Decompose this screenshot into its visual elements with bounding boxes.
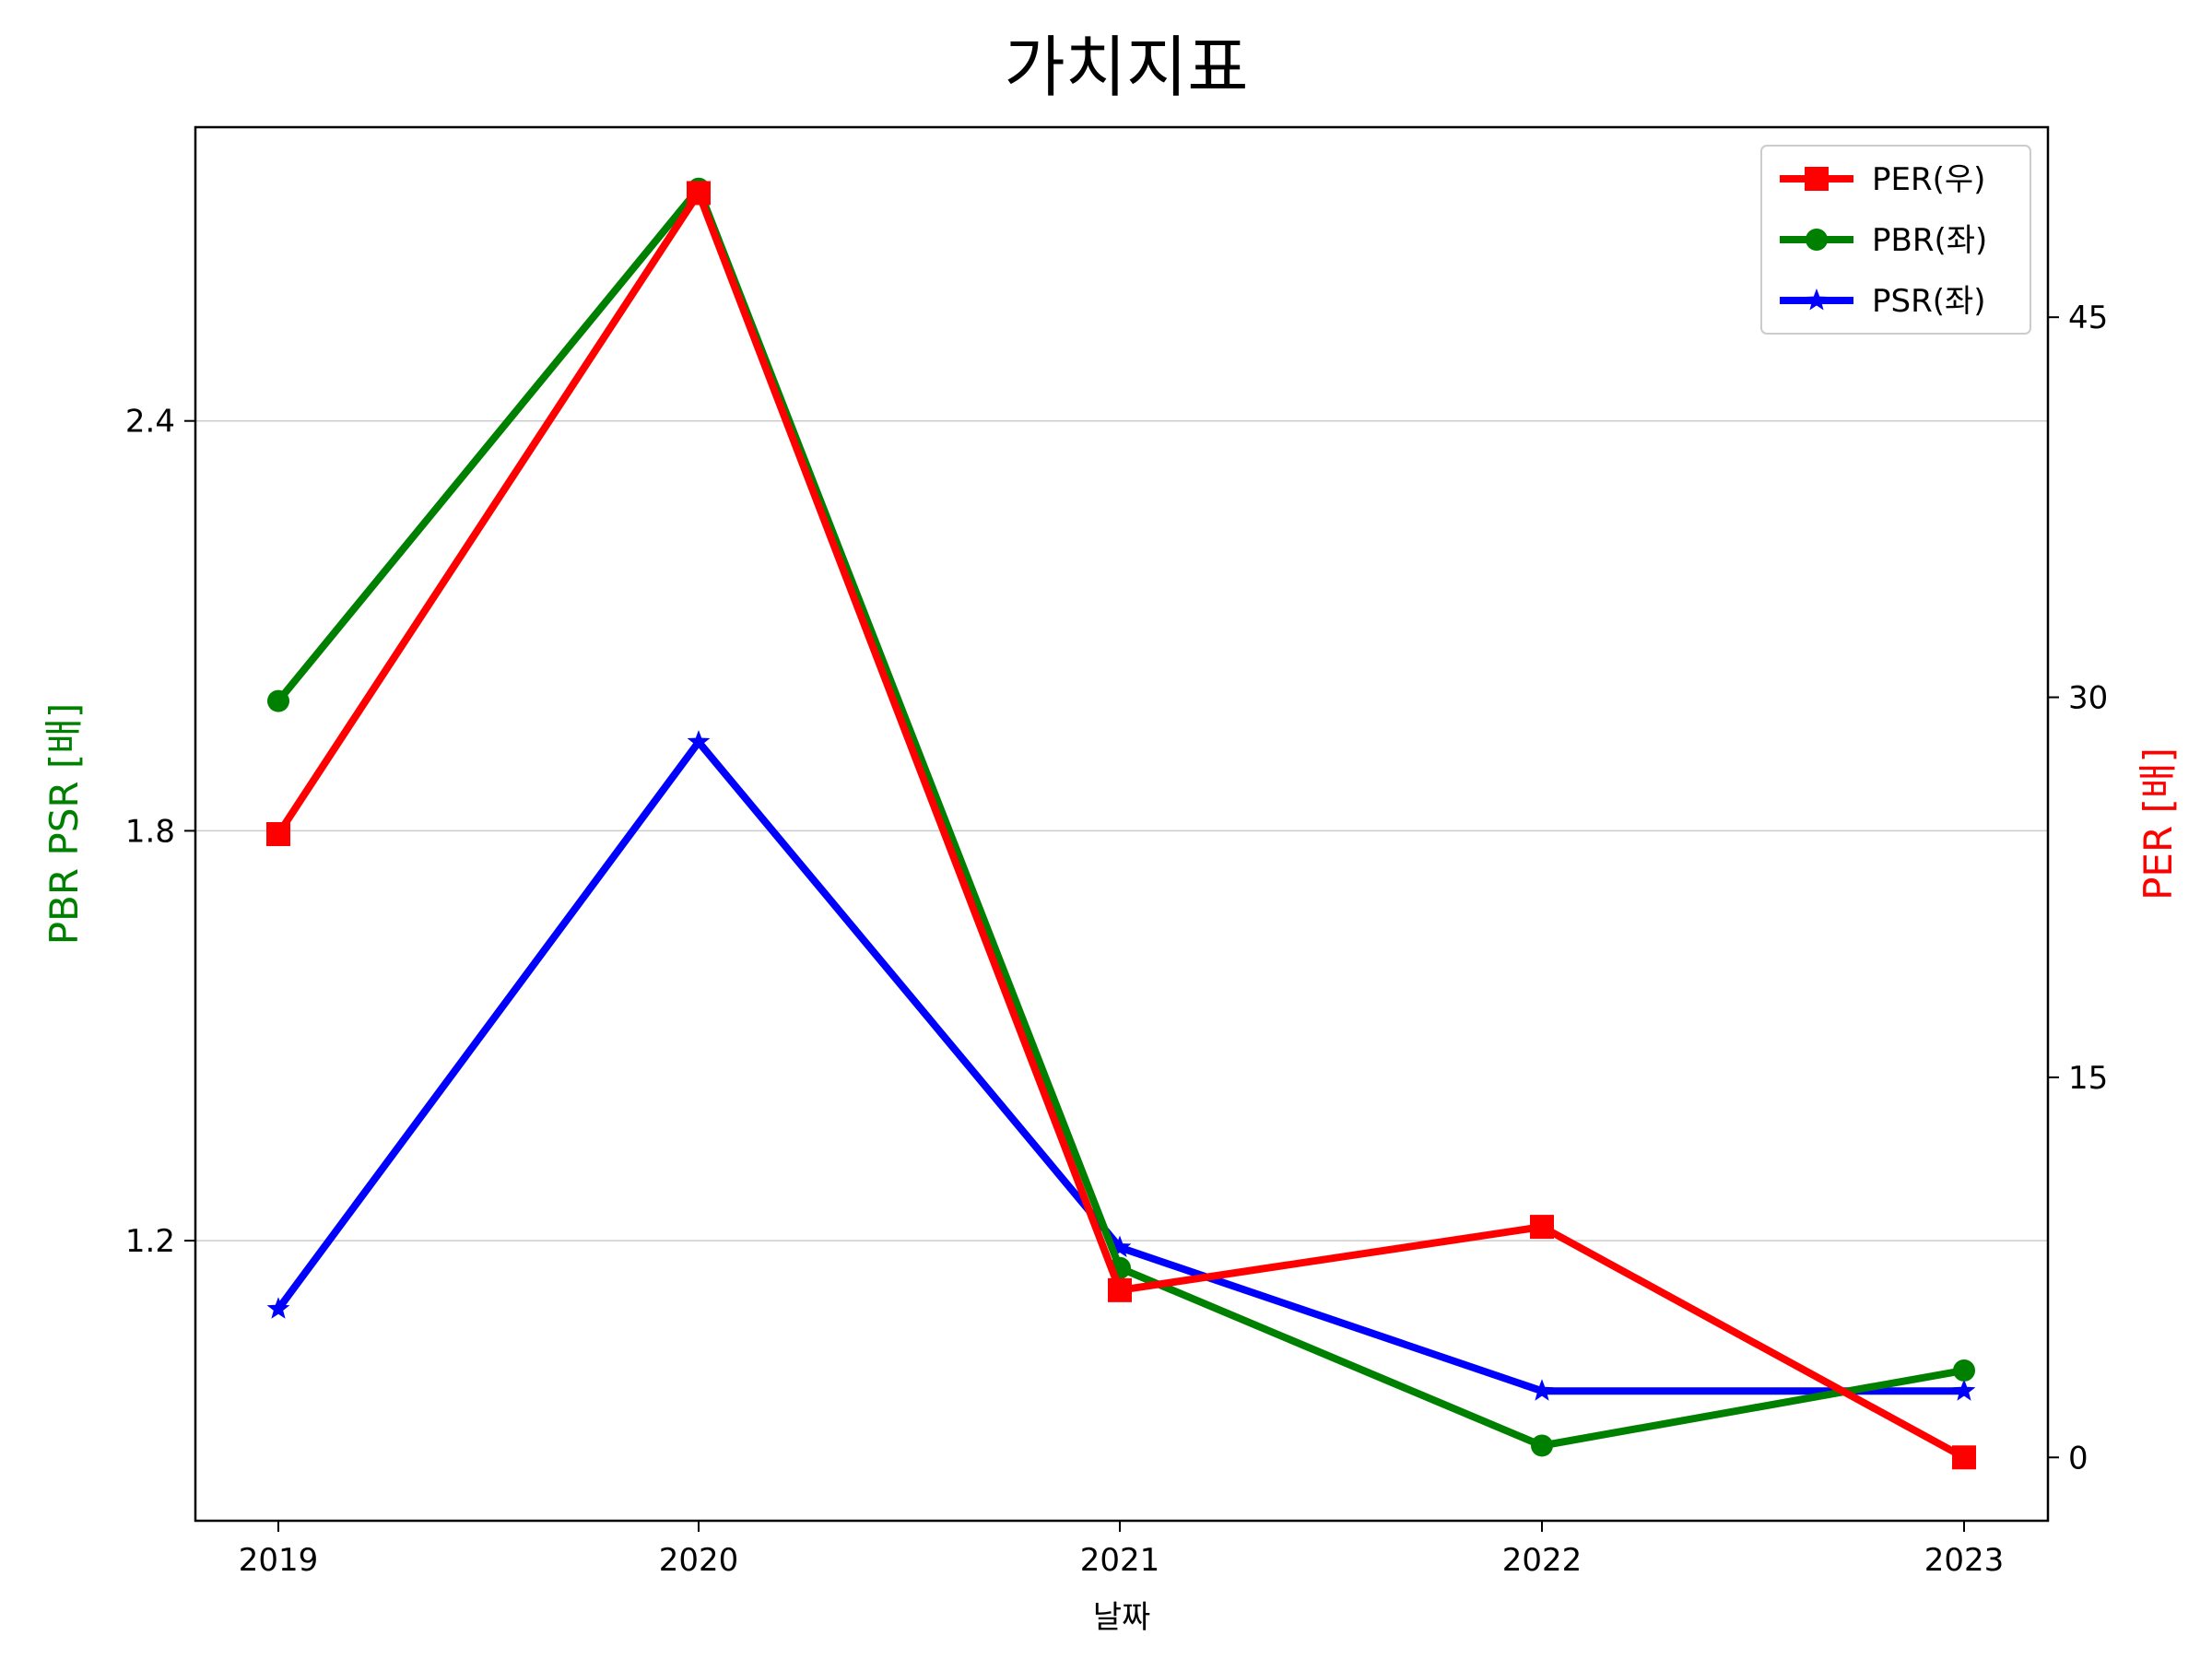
data-point-per xyxy=(266,821,290,846)
right-tick-label: 45 xyxy=(2068,300,2108,336)
plot-frame xyxy=(194,125,2050,1523)
x-tick-label: 2020 xyxy=(659,1542,739,1579)
legend-item-per: PER(우) xyxy=(1780,161,1985,198)
left-axis-ticks: 1.2 1.8 2.4 xyxy=(125,404,195,1260)
legend-marker xyxy=(1805,288,1829,311)
x-axis-ticks: 2019 2020 2021 2022 2023 xyxy=(239,1521,2005,1579)
right-axis-ticks: 0 15 30 45 xyxy=(2048,300,2108,1477)
left-tick-label: 1.2 xyxy=(125,1223,175,1260)
data-point-psr xyxy=(1108,1235,1132,1257)
chart-title: 가치지표 xyxy=(1005,29,1249,106)
left-tick-label: 2.4 xyxy=(125,404,175,441)
x-tick-label: 2022 xyxy=(1502,1542,1583,1579)
data-point-per xyxy=(1530,1215,1554,1240)
grid xyxy=(195,419,2048,1241)
data-point-psr xyxy=(1952,1379,1976,1401)
legend-label: PSR(좌) xyxy=(1872,283,1986,320)
series-per xyxy=(266,181,1976,1470)
data-point-psr xyxy=(687,730,711,752)
x-tick-label: 2023 xyxy=(1924,1542,2005,1579)
right-axis-label: PER [배] xyxy=(2136,747,2181,900)
series-psr xyxy=(266,730,1976,1401)
x-tick-label: 2021 xyxy=(1080,1542,1160,1579)
legend-box xyxy=(1760,145,2031,335)
series-pbr xyxy=(267,177,1975,1457)
left-axis-label: PBR PSR [배] xyxy=(41,703,87,946)
data-point-pbr xyxy=(267,689,289,712)
data-point-pbr xyxy=(1953,1359,1975,1382)
right-tick-label: 0 xyxy=(2068,1440,2088,1477)
legend-label: PBR(좌) xyxy=(1872,222,1987,259)
data-point-psr xyxy=(266,1297,290,1319)
data-point-per xyxy=(687,181,711,206)
data-point-per xyxy=(1952,1445,1976,1470)
left-tick-label: 1.8 xyxy=(125,813,175,850)
right-tick-label: 15 xyxy=(2068,1060,2108,1097)
right-tick-label: 30 xyxy=(2068,680,2108,717)
x-tick-label: 2019 xyxy=(239,1542,319,1579)
legend-item-pbr: PBR(좌) xyxy=(1780,222,1987,259)
legend-label: PER(우) xyxy=(1872,161,1985,198)
data-point-per xyxy=(1108,1277,1132,1302)
data-point-pbr xyxy=(1531,1434,1553,1457)
x-axis-label: 날짜 xyxy=(1093,1599,1151,1636)
legend-marker xyxy=(1806,229,1828,251)
data-point-psr xyxy=(1530,1379,1554,1401)
legend: PER(우) PBR(좌) PSR(좌) xyxy=(1760,145,2031,335)
plot-lines xyxy=(266,177,1976,1470)
legend-marker xyxy=(1805,167,1829,191)
legend-item-psr: PSR(좌) xyxy=(1780,283,1986,320)
